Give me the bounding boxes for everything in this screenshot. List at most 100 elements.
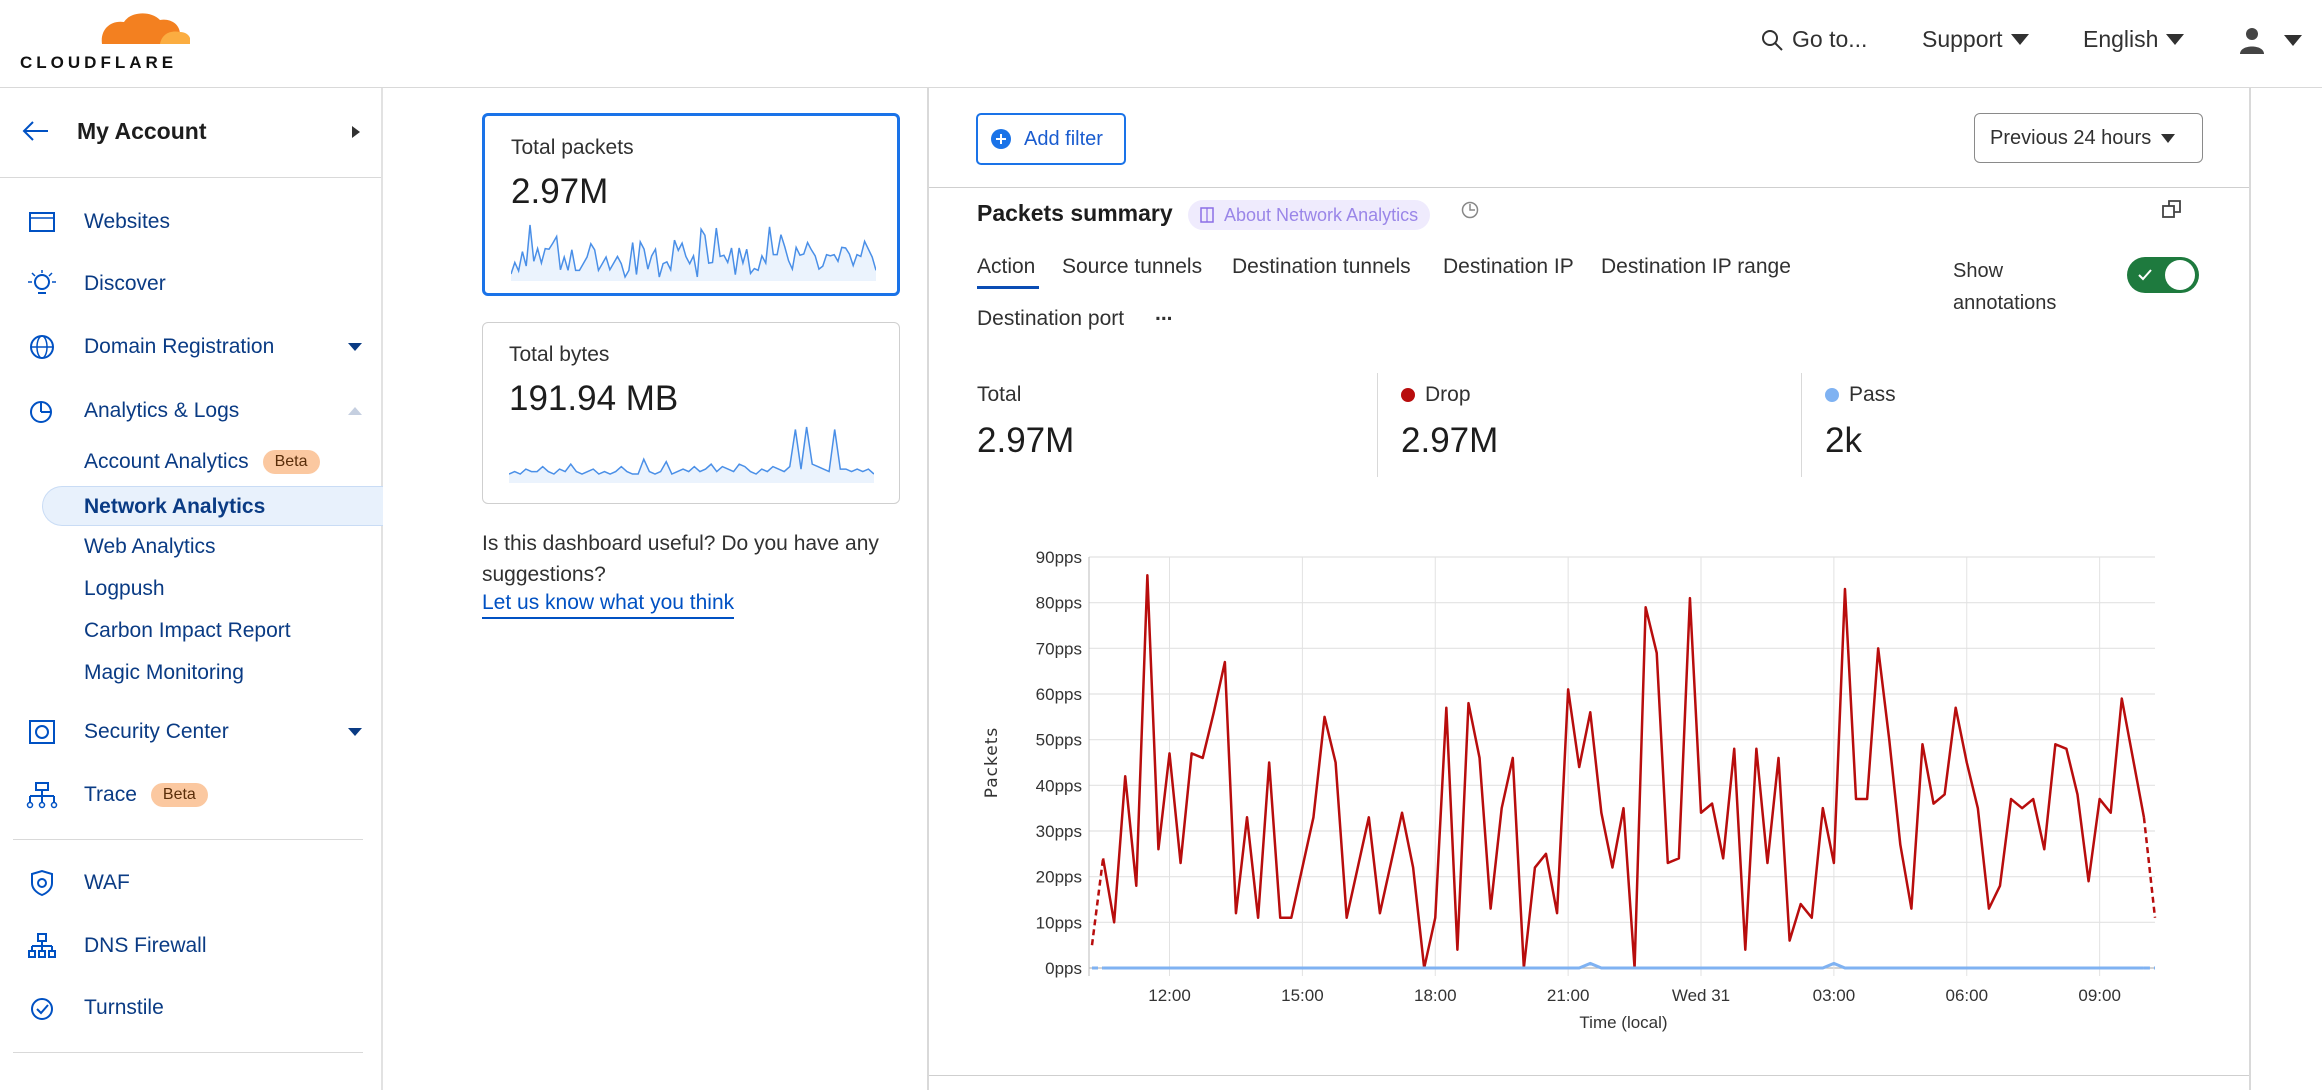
- stat-label: Drop: [1425, 383, 1471, 406]
- tab-destination-tunnels[interactable]: Destination tunnels: [1232, 255, 1411, 278]
- sidebar-item-discover[interactable]: Discover: [0, 259, 383, 309]
- logo-wordmark: CLOUDFLARE: [20, 53, 178, 72]
- support-menu[interactable]: Support: [1922, 26, 2029, 53]
- show-annotations-label: Show annotations: [1953, 255, 2056, 319]
- tab-destination-ip-range[interactable]: Destination IP range: [1601, 255, 1791, 278]
- security-center-icon: [26, 716, 58, 748]
- drop-legend-dot: [1401, 388, 1415, 402]
- sidebar-item-turnstile[interactable]: Turnstile: [0, 983, 383, 1033]
- account-title: My Account: [77, 118, 207, 144]
- add-filter-label: Add filter: [1024, 127, 1103, 150]
- goto-search-button[interactable]: Go to...: [1760, 26, 1867, 53]
- active-tab-indicator: [977, 286, 1039, 289]
- beta-badge: Beta: [262, 450, 320, 474]
- sidebar-item-analytics-logs[interactable]: Analytics & Logs: [0, 386, 383, 436]
- packets-sparkline-line: [511, 224, 876, 279]
- card-value: 2.97M: [511, 172, 609, 211]
- y-tick-label: 50pps: [1036, 731, 1082, 750]
- x-axis-label: Time (local): [1579, 1013, 1667, 1032]
- x-tick-label: 18:00: [1414, 986, 1457, 1005]
- pass-series-line: [1103, 961, 2144, 970]
- trace-icon: [26, 779, 58, 811]
- bytes-sparkline-line: [509, 426, 874, 476]
- stat-divider: [1801, 373, 1802, 477]
- total-bytes-card[interactable]: Total bytes 191.94 MB: [482, 322, 900, 504]
- language-label: English: [2083, 26, 2159, 52]
- about-label: About Network Analytics: [1224, 204, 1419, 225]
- time-range-value: Previous 24 hours: [1990, 126, 2152, 149]
- sidebar-item-dns-firewall[interactable]: DNS Firewall: [0, 921, 383, 971]
- y-tick-label: 10pps: [1036, 913, 1082, 932]
- stat-value: 2.97M: [1401, 421, 1499, 460]
- time-range-select[interactable]: Previous 24 hours: [1974, 113, 2203, 163]
- sidebar-subitem-network-analytics[interactable]: Network Analytics: [42, 486, 383, 526]
- bytes-sparkline-area: [509, 427, 874, 483]
- drop-series-partial-start: [1090, 858, 1105, 946]
- card-title: Total packets: [511, 136, 634, 159]
- top-header: CLOUDFLARE Go to... Support English: [0, 0, 2322, 88]
- sidebar-item-label: Websites: [84, 210, 170, 233]
- back-arrow-icon[interactable]: [22, 120, 50, 142]
- tab-destination-ip[interactable]: Destination IP: [1443, 255, 1574, 278]
- annotations-toggle[interactable]: [2127, 257, 2199, 293]
- sidebar-subitem-logpush[interactable]: Logpush: [84, 577, 165, 600]
- total-packets-card[interactable]: Total packets 2.97M: [482, 113, 900, 296]
- y-tick-label: 80pps: [1036, 594, 1082, 613]
- stat-label: Pass: [1849, 383, 1896, 406]
- stat-total: Total 2.97M: [977, 383, 1074, 461]
- feedback-link[interactable]: Let us know what you think: [482, 591, 735, 619]
- more-tabs-button[interactable]: ...: [1155, 302, 1173, 325]
- sidebar-item-label: Security Center: [84, 720, 229, 743]
- stat-label: Total: [977, 383, 1022, 406]
- caret-right-icon: [352, 126, 360, 138]
- language-menu[interactable]: English: [2083, 26, 2185, 53]
- sidebar: My Account Websites Discover Domain Regi…: [0, 88, 383, 1090]
- clock-icon[interactable]: [1460, 200, 1480, 220]
- sidebar-subitem-magic-monitoring[interactable]: Magic Monitoring: [84, 661, 244, 684]
- stat-divider: [1377, 373, 1378, 477]
- sidebar-item-security-center[interactable]: Security Center: [0, 707, 383, 757]
- tab-action[interactable]: Action: [977, 255, 1036, 278]
- sidebar-item-domain-registration[interactable]: Domain Registration: [0, 322, 383, 372]
- x-tick-label: 15:00: [1281, 986, 1324, 1005]
- sidebar-subitem-account-analytics[interactable]: Account Analytics Beta: [84, 450, 320, 474]
- stat-value: 2.97M: [977, 421, 1075, 460]
- book-icon: [1200, 207, 1214, 223]
- subitem-label: Network Analytics: [84, 495, 266, 518]
- divider: [929, 187, 2249, 188]
- account-switcher[interactable]: My Account: [0, 88, 381, 178]
- search-icon: [1762, 29, 1783, 51]
- sidebar-item-label: Turnstile: [84, 996, 164, 1019]
- cloudflare-logo[interactable]: CLOUDFLARE: [20, 10, 191, 72]
- stat-value: 2k: [1825, 421, 1862, 460]
- sidebar-item-trace[interactable]: Trace Beta: [0, 770, 383, 820]
- x-tick-label: 12:00: [1148, 986, 1191, 1005]
- about-network-analytics-link[interactable]: About Network Analytics: [1188, 200, 1431, 230]
- main-panel: Add filter Previous 24 hours Packets sum…: [927, 88, 2251, 1090]
- tab-destination-port[interactable]: Destination port: [977, 307, 1125, 330]
- chevron-down-icon: [348, 728, 362, 736]
- y-tick-label: 40pps: [1036, 776, 1082, 795]
- support-label: Support: [1922, 26, 2003, 52]
- y-axis-label: Packets: [982, 727, 1002, 798]
- y-tick-label: 90pps: [1036, 548, 1082, 567]
- sidebar-item-waf[interactable]: WAF: [0, 858, 383, 908]
- turnstile-icon: [26, 992, 58, 1024]
- sidebar-divider: [13, 839, 363, 840]
- plus-circle-icon: [991, 129, 1011, 149]
- sidebar-subitem-web-analytics[interactable]: Web Analytics: [84, 535, 216, 558]
- sidebar-item-label: DNS Firewall: [84, 934, 207, 957]
- copy-icon[interactable]: [2161, 198, 2183, 220]
- add-filter-button[interactable]: Add filter: [976, 113, 1126, 165]
- tab-source-tunnels[interactable]: Source tunnels: [1062, 255, 1203, 278]
- annotations-label-line2: annotations: [1953, 292, 2057, 314]
- sidebar-subitem-carbon-impact-report[interactable]: Carbon Impact Report: [84, 619, 291, 642]
- sidebar-item-label: WAF: [84, 871, 130, 894]
- chevron-down-icon: [2166, 34, 2185, 45]
- user-menu[interactable]: [2238, 26, 2302, 54]
- user-icon: [2240, 28, 2264, 54]
- x-tick-label: Wed 31: [1672, 986, 1730, 1005]
- packets-sparkline: [511, 224, 876, 281]
- sidebar-item-websites[interactable]: Websites: [0, 197, 383, 247]
- y-tick-label: 60pps: [1036, 685, 1082, 704]
